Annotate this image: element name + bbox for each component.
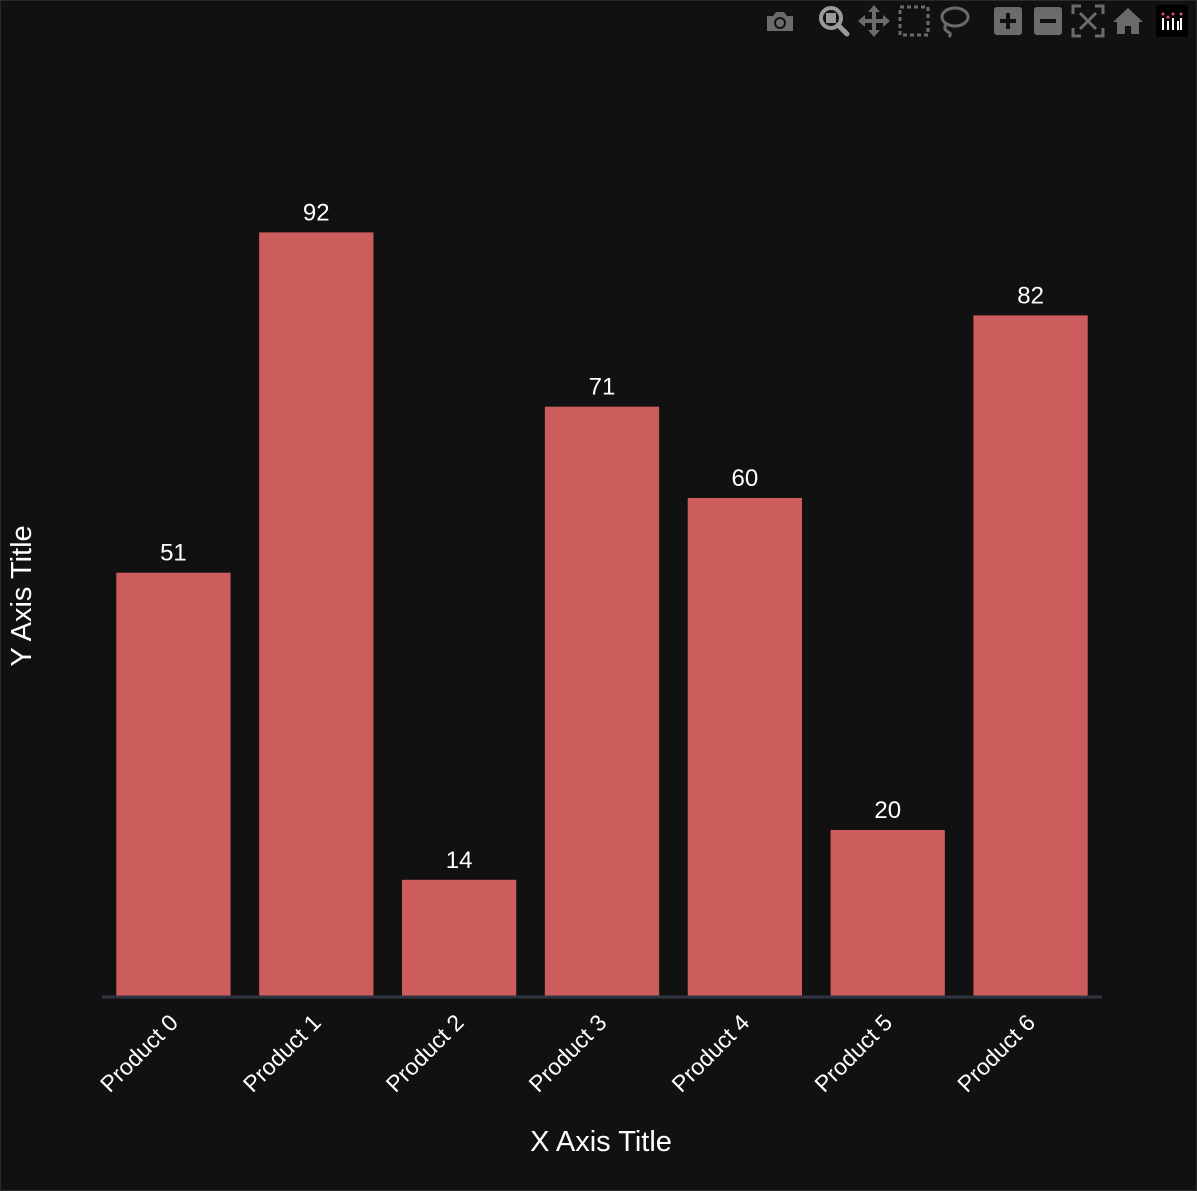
home-icon xyxy=(1113,8,1143,34)
bar-product-6[interactable] xyxy=(973,315,1088,996)
lasso-select-button[interactable] xyxy=(934,3,974,39)
dashed-box-icon xyxy=(898,5,930,37)
autoscale-icon xyxy=(1071,4,1105,38)
reset-axes-button[interactable] xyxy=(1108,3,1148,39)
autoscale-button[interactable] xyxy=(1068,3,1108,39)
data-label: 20 xyxy=(874,797,901,824)
x-tick-label: Product 4 xyxy=(666,1009,754,1097)
plus-square-icon xyxy=(994,7,1022,35)
x-tick-label: Product 6 xyxy=(952,1009,1040,1097)
bar-product-2[interactable] xyxy=(402,879,517,996)
bar-product-0[interactable] xyxy=(116,572,231,996)
data-label: 14 xyxy=(446,847,473,874)
plotly-logo[interactable] xyxy=(1156,5,1188,37)
zoom-in-button[interactable] xyxy=(988,3,1028,39)
x-tick-labels: Product 0 Product 1 Product 2 Product 3 Prod… xyxy=(95,1009,1040,1097)
zoom-button[interactable] xyxy=(814,3,854,39)
x-tick-label: Product 3 xyxy=(524,1009,612,1097)
x-tick-label: Product 1 xyxy=(238,1009,326,1097)
data-label: 82 xyxy=(1017,282,1044,309)
bar-product-5[interactable] xyxy=(830,830,945,996)
minus-square-icon xyxy=(1034,7,1062,35)
move-arrows-icon xyxy=(858,5,890,37)
zoom-out-button[interactable] xyxy=(1028,3,1068,39)
download-plot-button[interactable] xyxy=(760,3,800,39)
data-label: 60 xyxy=(732,465,759,492)
modebar-group-zoom xyxy=(988,3,1148,39)
box-select-button[interactable] xyxy=(894,3,934,39)
magnifier-icon xyxy=(819,6,850,37)
modebar xyxy=(746,3,1188,39)
data-labels-layer: 51 92 14 71 60 20 82 xyxy=(160,199,1044,873)
camera-icon xyxy=(767,12,793,31)
data-label: 92 xyxy=(303,199,330,226)
plotly-logo-icon xyxy=(1161,12,1183,30)
bars-layer xyxy=(116,232,1088,996)
x-tick-label: Product 2 xyxy=(381,1009,469,1097)
data-label: 51 xyxy=(160,540,187,567)
bar-product-1[interactable] xyxy=(259,232,374,996)
x-tick-label: Product 5 xyxy=(809,1009,897,1097)
bar-product-4[interactable] xyxy=(687,498,802,996)
x-tick-label: Product 0 xyxy=(95,1009,183,1097)
pan-button[interactable] xyxy=(854,3,894,39)
bar-product-3[interactable] xyxy=(544,406,660,996)
data-label: 71 xyxy=(589,374,616,401)
y-axis-title: Y Axis Title xyxy=(6,525,38,666)
modebar-group-export xyxy=(760,3,800,39)
lasso-icon xyxy=(940,6,970,38)
modebar-group-drag xyxy=(814,3,974,39)
x-axis-title: X Axis Title xyxy=(530,1126,672,1158)
